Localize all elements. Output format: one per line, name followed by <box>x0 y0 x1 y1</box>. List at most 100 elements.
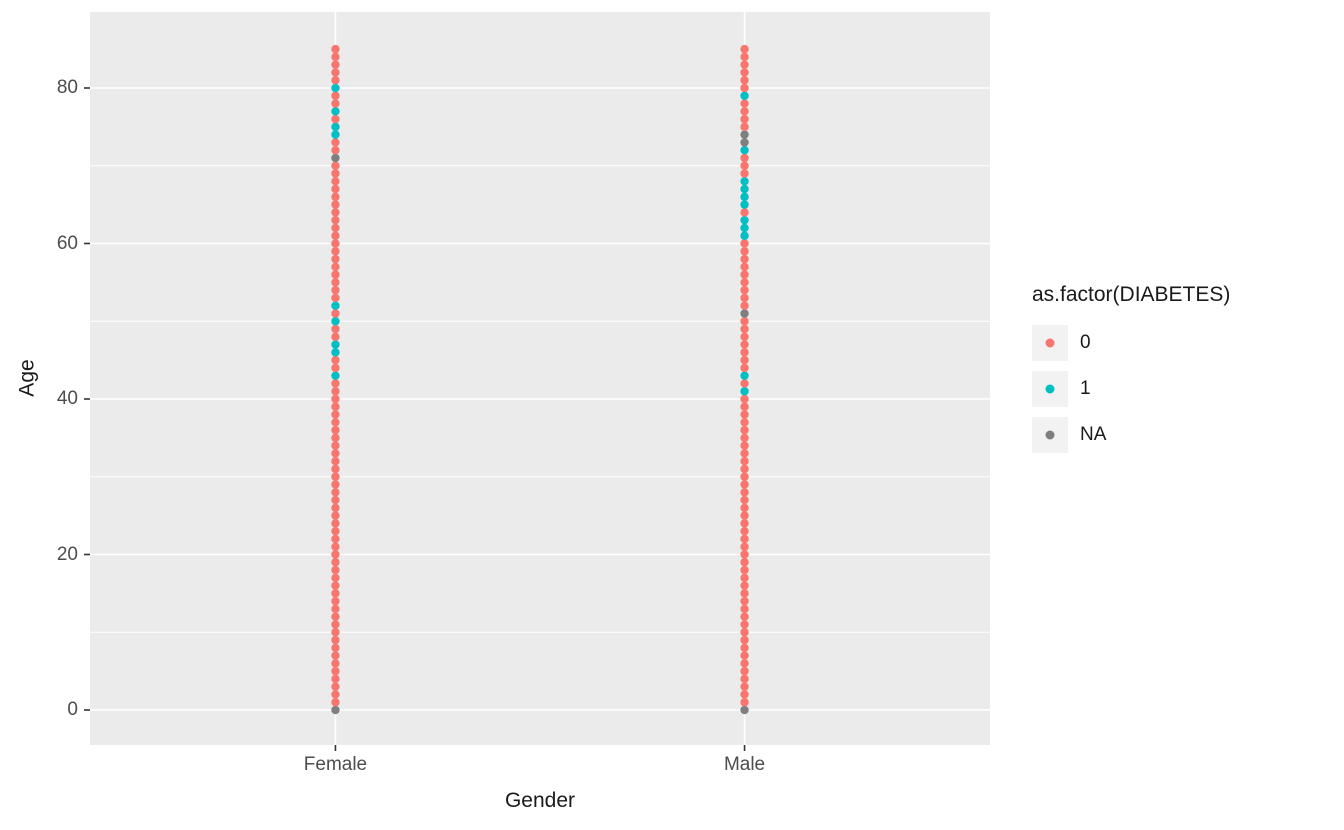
data-point <box>740 161 749 170</box>
data-point <box>331 192 340 202</box>
x-tick-label: Male <box>723 754 766 775</box>
data-point <box>331 239 340 248</box>
data-point <box>740 425 749 435</box>
data-point <box>740 698 749 707</box>
data-point <box>331 410 340 419</box>
data-point <box>331 44 340 54</box>
data-point <box>331 402 340 411</box>
data-point <box>331 612 340 621</box>
data-point <box>740 565 749 575</box>
data-point <box>331 573 340 583</box>
legend-entries: 0 1 NA <box>1032 325 1230 453</box>
y-tick-label: 60 <box>56 232 78 254</box>
data-point <box>331 146 340 155</box>
y-tick-label: 20 <box>56 543 78 565</box>
data-point <box>331 309 340 318</box>
data-point <box>331 581 340 590</box>
data-point <box>740 114 749 124</box>
legend-key <box>1032 325 1068 361</box>
data-point <box>740 511 749 520</box>
data-point <box>331 394 340 404</box>
data-point <box>331 184 340 194</box>
data-point <box>331 285 340 295</box>
data-point <box>740 215 749 225</box>
data-point <box>740 472 749 481</box>
data-point <box>740 635 749 645</box>
data-point <box>740 83 749 93</box>
data-point <box>740 526 749 536</box>
data-point <box>740 449 749 458</box>
data-point <box>331 177 340 186</box>
data-point <box>740 348 749 357</box>
y-axis-title: Age <box>15 359 39 397</box>
data-point <box>331 348 340 357</box>
data-point <box>740 44 749 54</box>
data-point <box>331 511 340 520</box>
data-point <box>331 550 340 559</box>
data-point <box>331 488 340 497</box>
data-point <box>740 542 749 551</box>
data-point <box>331 441 340 450</box>
data-point <box>331 503 340 513</box>
data-point <box>331 604 340 614</box>
legend-entry-label: 1 <box>1080 378 1091 399</box>
legend-entry: 0 <box>1032 325 1230 361</box>
data-point <box>331 519 340 528</box>
data-point <box>740 495 749 505</box>
data-point <box>331 666 340 676</box>
legend-key <box>1032 371 1068 407</box>
data-point <box>740 107 749 116</box>
data-point <box>331 371 340 380</box>
data-point <box>740 130 749 139</box>
data-point <box>740 534 749 544</box>
data-point <box>740 184 749 194</box>
data-point <box>740 52 749 62</box>
data-point <box>331 387 340 396</box>
data-point <box>331 130 340 139</box>
data-point <box>740 394 749 404</box>
data-point <box>331 76 340 85</box>
data-point <box>740 581 749 590</box>
data-point <box>331 643 340 652</box>
data-point <box>740 441 749 450</box>
legend-point-icon <box>1045 338 1055 348</box>
data-point <box>740 231 749 240</box>
data-point <box>740 488 749 497</box>
data-point <box>331 122 340 132</box>
data-point <box>740 674 749 684</box>
data-point <box>740 99 749 108</box>
data-point <box>740 363 749 373</box>
data-point <box>331 457 340 466</box>
data-point <box>331 705 340 715</box>
data-point <box>331 425 340 435</box>
data-point <box>740 239 749 248</box>
data-point <box>740 402 749 411</box>
data-point <box>740 379 749 388</box>
data-point <box>740 690 749 699</box>
data-point <box>331 247 340 256</box>
data-point <box>331 83 340 93</box>
data-point <box>740 589 749 598</box>
data-point <box>740 371 749 380</box>
data-point <box>740 340 749 349</box>
data-point <box>740 410 749 419</box>
data-point <box>740 247 749 256</box>
legend-key <box>1032 417 1068 453</box>
data-point <box>331 558 340 567</box>
data-point <box>331 698 340 707</box>
data-point <box>331 301 340 310</box>
y-tick-label: 0 <box>67 699 78 720</box>
data-point <box>331 690 340 699</box>
data-point <box>331 231 340 240</box>
data-point <box>331 161 340 170</box>
data-point <box>331 317 340 326</box>
y-tick-label: 40 <box>56 388 78 409</box>
x-axis-title: Gender <box>504 789 576 812</box>
data-point <box>740 519 749 528</box>
legend-entry: NA <box>1032 417 1230 453</box>
data-point <box>740 612 749 621</box>
data-point <box>740 177 749 186</box>
data-point <box>331 355 340 365</box>
data-point <box>740 705 749 715</box>
